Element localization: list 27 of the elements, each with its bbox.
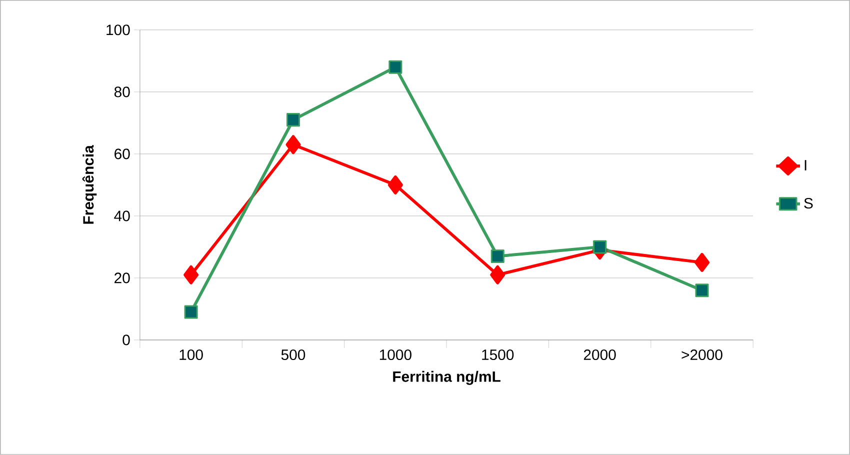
y-tick-label: 0 <box>122 334 130 346</box>
legend-label: S <box>804 198 813 209</box>
point <box>694 252 710 272</box>
y-axis-title: Frequência <box>82 145 97 224</box>
x-tick-label: 1500 <box>482 350 514 360</box>
y-tick-label: 40 <box>114 210 130 222</box>
y-tick-label: 20 <box>114 272 130 284</box>
point <box>388 175 403 194</box>
point <box>184 305 198 319</box>
point <box>593 240 607 254</box>
point <box>286 113 300 127</box>
x-tick-label: 2000 <box>584 350 616 360</box>
y-tick-label: 80 <box>114 86 130 98</box>
y-tick-label: 100 <box>106 24 130 36</box>
y-tick-label: 60 <box>114 148 130 160</box>
x-tick-label: >2000 <box>682 350 722 360</box>
point <box>490 265 506 284</box>
point <box>184 265 199 284</box>
x-tick-label: 1000 <box>380 350 412 360</box>
point <box>286 135 301 154</box>
point <box>388 60 402 74</box>
legend-label: I <box>804 160 806 170</box>
x-axis-title: Ferritina ng/mL <box>393 370 500 385</box>
x-tick-label: 100 <box>180 350 203 360</box>
point <box>695 284 709 298</box>
x-tick-label: 500 <box>281 350 306 360</box>
point <box>490 250 504 264</box>
